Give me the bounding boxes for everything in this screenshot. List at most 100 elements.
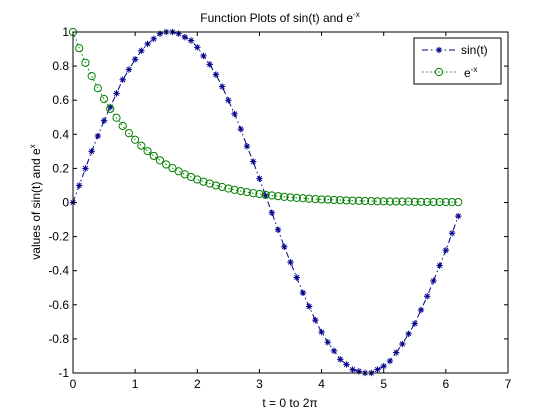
x-tick-label: 1: [132, 377, 139, 391]
data-point-exp: [323, 195, 332, 204]
data-point-exp: [137, 141, 146, 150]
legend: sin(t) e-x: [413, 37, 502, 85]
data-point-exp: [255, 189, 264, 199]
data-point-exp: [112, 113, 121, 122]
data-point-sin: [299, 289, 307, 297]
data-point-exp: [273, 192, 283, 201]
data-point-sin: [119, 76, 126, 83]
x-tick-label: 7: [505, 377, 512, 391]
legend-marker-sin: [435, 46, 443, 54]
y-axis-label-superscript: x: [28, 144, 37, 148]
data-point-exp: [75, 44, 84, 53]
data-point-exp: [93, 84, 102, 93]
data-point-exp: [292, 193, 301, 202]
data-point-sin: [293, 274, 300, 281]
x-tick-label: 2: [194, 377, 201, 391]
plot-area: [73, 32, 508, 373]
data-point-sin: [392, 349, 400, 356]
data-point-sin: [386, 357, 394, 365]
data-point-sin: [343, 361, 350, 368]
legend-swatch-exp: [422, 67, 456, 77]
data-point-sin: [231, 110, 238, 118]
y-tick-label: 0.4: [52, 127, 69, 141]
y-tick-label: 0: [62, 196, 69, 210]
legend-swatch-sin: [422, 46, 456, 54]
data-point-sin: [131, 56, 139, 63]
data-point-sin: [187, 37, 195, 44]
data-point-exp: [410, 197, 419, 206]
data-point-exp: [249, 189, 258, 198]
data-point-exp: [168, 163, 177, 173]
data-point-exp: [211, 181, 221, 190]
data-point-sin: [324, 339, 331, 346]
data-point-sin: [380, 362, 387, 370]
data-point-sin: [305, 303, 313, 310]
data-point-exp: [149, 151, 158, 161]
data-point-sin: [417, 306, 425, 314]
legend-label-sin: sin(t): [461, 43, 488, 57]
data-point-sin: [206, 61, 213, 68]
data-point-exp: [286, 193, 295, 202]
data-point-sin: [411, 320, 418, 327]
data-point-sin: [318, 328, 325, 336]
data-point-exp: [311, 194, 320, 204]
data-point-sin: [76, 182, 83, 189]
data-point-exp: [379, 197, 388, 206]
data-point-sin: [144, 40, 151, 48]
series-line-sin: [72, 31, 459, 374]
data-point-exp: [385, 197, 395, 206]
data-point-sin: [156, 30, 164, 37]
data-point-exp: [342, 196, 351, 205]
data-point-sin: [287, 258, 294, 266]
data-point-exp: [124, 129, 134, 138]
data-point-sin: [448, 229, 456, 237]
x-tick-label: 6: [443, 377, 450, 391]
data-point-sin: [399, 340, 406, 348]
data-point-exp: [280, 192, 289, 201]
data-point-exp: [230, 185, 239, 194]
data-point-exp: [447, 198, 457, 207]
data-point-exp: [435, 197, 444, 207]
x-axis-label: t = 0 to 2π: [262, 396, 317, 410]
data-point-sin: [243, 143, 251, 150]
data-point-exp: [106, 104, 115, 113]
data-point-sin: [455, 212, 462, 220]
data-point-exp: [404, 197, 413, 206]
data-point-exp: [429, 197, 438, 207]
data-point-sin: [330, 347, 338, 355]
data-point-sin: [442, 247, 450, 254]
y-tick-label: 0.6: [52, 93, 69, 107]
data-point-sin: [268, 209, 276, 216]
y-tick-label: 1: [62, 25, 69, 39]
data-point-exp: [118, 121, 127, 131]
data-point-exp: [354, 196, 363, 205]
data-point-exp: [162, 160, 171, 169]
y-tick-label: 0.2: [52, 161, 69, 175]
data-point-exp: [348, 196, 357, 205]
data-point-sin: [225, 97, 232, 104]
data-point-sin: [312, 316, 319, 324]
data-point-exp: [87, 72, 96, 81]
data-point-sin: [125, 66, 133, 73]
data-point-sin: [218, 83, 226, 90]
y-tick-label: 0.8: [52, 59, 69, 73]
data-point-sin: [405, 330, 412, 337]
data-point-exp: [99, 94, 109, 104]
data-point-exp: [242, 187, 252, 197]
data-point-sin: [250, 158, 257, 165]
data-point-exp: [205, 179, 214, 188]
data-point-exp: [199, 177, 208, 186]
x-tick-label: 4: [318, 377, 325, 391]
y-tick-label: -0.8: [48, 332, 69, 346]
axes-layer: 0 1 2 3 4 5 6 7 -1 -0.8 -0.6 -0.4 -0.2 0 0.2 0.4 0.6 0.8 1: [48, 25, 511, 391]
data-point-sin: [82, 165, 89, 172]
data-point-sin: [113, 90, 120, 97]
y-axis-label: values of sin(t) and ex: [28, 144, 43, 259]
data-point-sin: [212, 71, 220, 78]
data-point-exp: [317, 195, 326, 204]
data-point-exp: [441, 198, 450, 207]
data-point-exp: [267, 191, 276, 200]
x-tick-label: 0: [70, 377, 77, 391]
legend-label-exp: e-x: [464, 65, 477, 80]
data-point-exp: [360, 196, 370, 206]
